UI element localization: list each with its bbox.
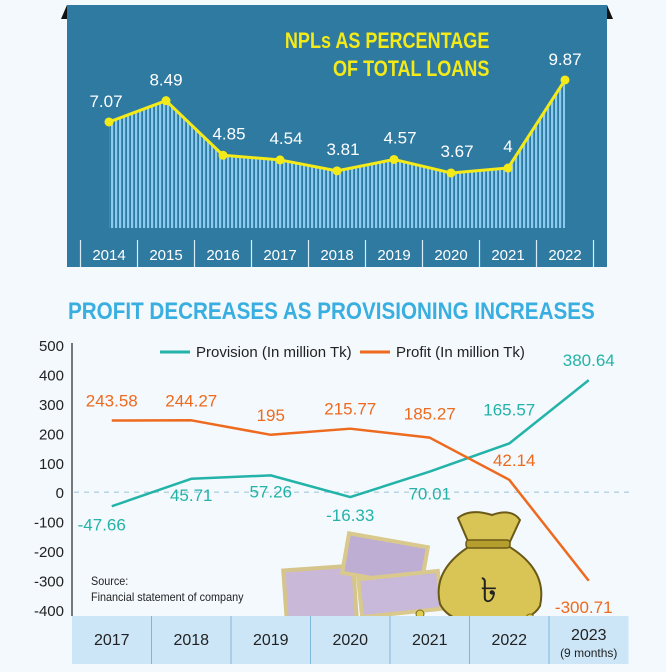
npl-value-label: 9.87 bbox=[548, 50, 581, 69]
y-tick-label: -400 bbox=[34, 603, 64, 620]
profit-chart-title: PROFIT DECREASES AS PROVISIONING INCREAS… bbox=[68, 298, 595, 325]
npl-chart: 7.07 8.49 4.85 4.54 3.81 4.57 3.67 4 9.87 2014 201… bbox=[79, 50, 595, 267]
y-tick-label: 500 bbox=[39, 338, 64, 355]
y-tick-label: 300 bbox=[39, 397, 64, 414]
npl-chart-title: NPLs AS PERCENTAGE OF TOTAL LOANS bbox=[285, 27, 489, 83]
panel-corner-left bbox=[61, 5, 67, 19]
profit-value-label: 244.27 bbox=[165, 391, 217, 410]
npl-chart-panel: 7.07 8.49 4.85 4.54 3.81 4.57 3.67 4 9.87 2014 201… bbox=[67, 5, 607, 267]
x-tick-2017: 2017 bbox=[94, 632, 130, 649]
npl-x-tick-2018: 2018 bbox=[320, 247, 353, 264]
profit-value-label: 42.14 bbox=[493, 451, 536, 470]
provision-value-label: 380.64 bbox=[563, 351, 615, 370]
npl-title-line-1: NPLs AS PERCENTAGE bbox=[284, 28, 489, 53]
npl-value-label: 7.07 bbox=[89, 92, 122, 111]
npl-point-2019 bbox=[389, 154, 399, 164]
npl-point-2015 bbox=[161, 96, 171, 106]
npl-x-tick-2022: 2022 bbox=[548, 247, 581, 264]
x-tick-2021: 2021 bbox=[412, 632, 448, 649]
money-illustration: ৳ bbox=[281, 511, 543, 626]
legend-profit-label: Profit (In million Tk) bbox=[396, 344, 525, 361]
profit-value-label: 195 bbox=[257, 406, 285, 425]
x-tick-2019: 2019 bbox=[253, 632, 289, 649]
y-tick-label: 0 bbox=[56, 485, 64, 502]
source-text: Financial statement of company bbox=[91, 590, 244, 604]
profit-value-label: 243.58 bbox=[86, 392, 138, 411]
npl-value-label: 4 bbox=[503, 137, 512, 156]
y-tick-label: 200 bbox=[39, 426, 64, 443]
npl-x-tick-2021: 2021 bbox=[491, 247, 524, 264]
npl-x-tick-2020: 2020 bbox=[434, 247, 467, 264]
npl-value-label: 4.54 bbox=[269, 129, 302, 148]
npl-point-2020 bbox=[446, 168, 456, 178]
y-tick-label: 400 bbox=[39, 367, 64, 384]
npl-point-2016 bbox=[218, 150, 228, 160]
npl-point-2018 bbox=[332, 166, 342, 176]
provision-value-label: 70.01 bbox=[408, 485, 451, 504]
y-tick-label: -300 bbox=[34, 574, 64, 591]
profit-value-label: 185.27 bbox=[404, 405, 456, 424]
profit-value-label: -300.71 bbox=[555, 598, 613, 617]
npl-x-tick-2017: 2017 bbox=[263, 247, 296, 264]
npl-x-tick-2016: 2016 bbox=[206, 247, 239, 264]
source-label: Source: bbox=[91, 574, 129, 588]
money-bag-icon bbox=[437, 511, 543, 626]
series-line-profit bbox=[111, 419, 590, 582]
x-tick-2022: 2022 bbox=[491, 632, 527, 649]
legend-provision-label: Provision (In million Tk) bbox=[196, 344, 352, 361]
x-tick-2018: 2018 bbox=[173, 632, 209, 649]
npl-x-tick-2019: 2019 bbox=[377, 247, 410, 264]
npl-area bbox=[109, 79, 565, 228]
panel-corner-right bbox=[607, 5, 613, 19]
y-tick-label: 100 bbox=[39, 456, 64, 473]
profit-value-label: 215.77 bbox=[324, 400, 376, 419]
x-tick-sublabel: (9 months) bbox=[560, 646, 617, 660]
npl-point-2021 bbox=[503, 163, 513, 173]
x-axis-band bbox=[72, 616, 629, 664]
npl-value-label: 3.81 bbox=[326, 140, 359, 159]
x-tick-2023: 2023 bbox=[571, 627, 607, 644]
provision-value-label: 165.57 bbox=[483, 400, 535, 419]
y-tick-label: -100 bbox=[34, 515, 64, 532]
y-tick-label: -200 bbox=[34, 544, 64, 561]
npl-point-2022 bbox=[560, 75, 570, 85]
x-tick-2020: 2020 bbox=[332, 632, 368, 649]
provision-value-label: 45.71 bbox=[170, 486, 213, 505]
provision-value-label: -16.33 bbox=[326, 506, 374, 525]
npl-value-label: 8.49 bbox=[149, 71, 182, 90]
npl-value-label: 4.85 bbox=[212, 124, 245, 143]
taka-sign-icon: ৳ bbox=[481, 571, 498, 611]
npl-title-line-2: OF TOTAL LOANS bbox=[332, 56, 489, 81]
npl-value-label: 4.57 bbox=[383, 128, 416, 147]
npl-x-tick-2015: 2015 bbox=[149, 247, 182, 264]
series-line-provision bbox=[111, 379, 590, 508]
npl-point-2017 bbox=[275, 155, 285, 165]
npl-value-label: 3.67 bbox=[440, 142, 473, 161]
npl-x-tick-2014: 2014 bbox=[92, 247, 125, 264]
npl-point-2014 bbox=[104, 117, 114, 127]
money-bag-tie bbox=[465, 539, 511, 549]
provision-value-label: 57.26 bbox=[249, 482, 292, 501]
provision-value-label: -47.66 bbox=[78, 515, 126, 534]
banknote-icon bbox=[356, 568, 444, 620]
